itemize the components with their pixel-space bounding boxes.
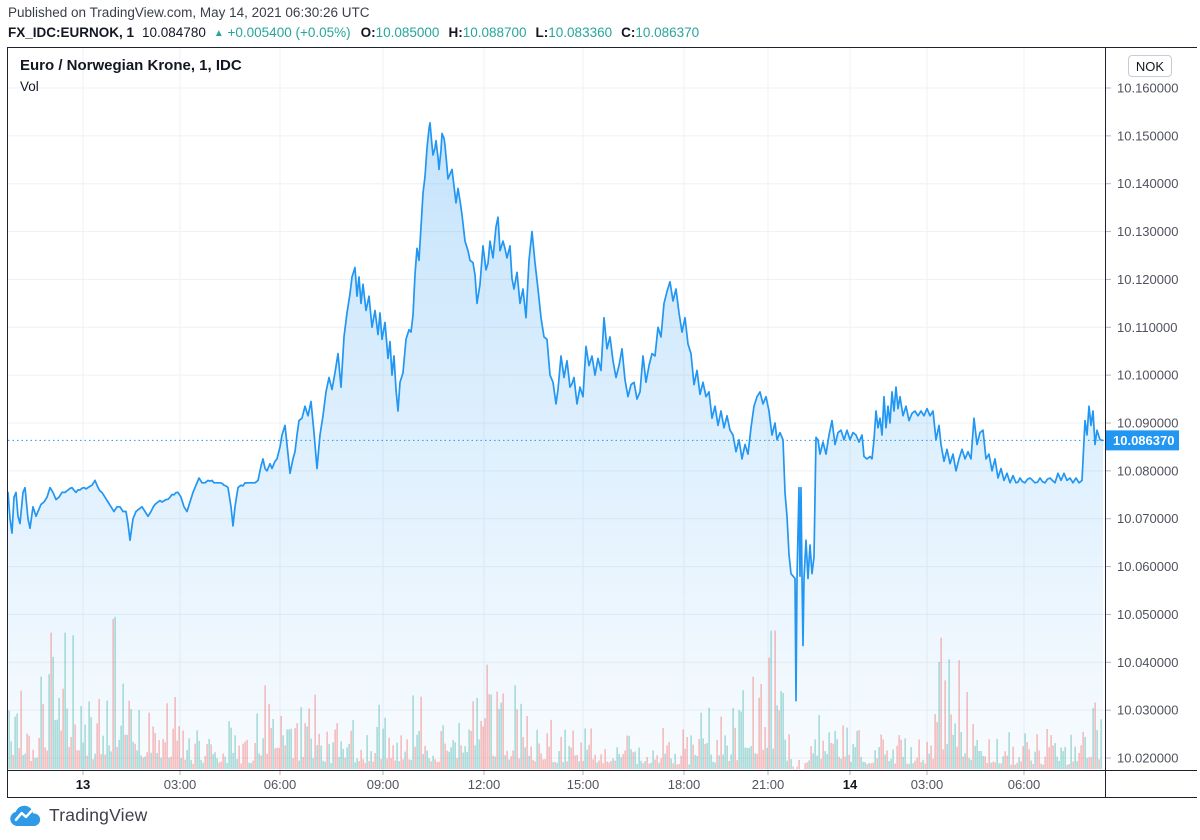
svg-text:18:00: 18:00 xyxy=(668,777,701,792)
svg-text:10.120000: 10.120000 xyxy=(1117,272,1178,287)
svg-text:10.150000: 10.150000 xyxy=(1117,128,1178,143)
chart-legend-volume[interactable]: Vol xyxy=(20,79,39,94)
last-price-badge: 10.086370 xyxy=(1106,430,1179,451)
svg-text:10.030000: 10.030000 xyxy=(1117,703,1178,718)
svg-text:13: 13 xyxy=(76,777,90,792)
svg-text:10.050000: 10.050000 xyxy=(1117,607,1178,622)
time-scale[interactable] xyxy=(8,771,1105,797)
close-value: C:10.086370 xyxy=(621,25,700,40)
svg-text:06:00: 06:00 xyxy=(1008,777,1041,792)
svg-text:10.080000: 10.080000 xyxy=(1117,463,1178,478)
axis-labels: 10.020000 10.030000 10.040000 10.050000 10.0… xyxy=(76,81,1179,793)
low-value: L:10.083360 xyxy=(535,25,613,40)
svg-text:10.130000: 10.130000 xyxy=(1117,224,1178,239)
svg-text:03:00: 03:00 xyxy=(164,777,197,792)
tradingview-brand-text: TradingView xyxy=(49,805,148,825)
open-value: O:10.085000 xyxy=(360,25,440,40)
chart-legend-title[interactable]: Euro / Norwegian Krone, 1, IDC xyxy=(20,57,242,74)
svg-text:10.100000: 10.100000 xyxy=(1117,368,1178,383)
svg-text:10.040000: 10.040000 xyxy=(1117,655,1178,670)
symbol-ohlc-bar: FX_IDC:EURNOK, 1 10.084780 ▲ +0.005400 (+0… xyxy=(8,25,708,40)
svg-text:10.110000: 10.110000 xyxy=(1117,320,1178,335)
up-triangle-icon: ▲ xyxy=(213,28,224,39)
svg-text:21:00: 21:00 xyxy=(752,777,785,792)
change-value: +0.005400 (+0.05%) xyxy=(227,25,351,40)
chart-frame xyxy=(7,47,1197,798)
tradingview-cloud-icon xyxy=(10,805,41,827)
svg-text:10.090000: 10.090000 xyxy=(1117,416,1178,431)
svg-text:15:00: 15:00 xyxy=(567,777,600,792)
published-line: Published on TradingView.com, May 14, 20… xyxy=(8,5,370,20)
currency-toggle-button[interactable]: NOK xyxy=(1128,55,1172,77)
svg-text:10.070000: 10.070000 xyxy=(1117,511,1178,526)
svg-text:12:00: 12:00 xyxy=(468,777,501,792)
price-line-series xyxy=(7,122,1104,702)
svg-text:14: 14 xyxy=(843,777,858,792)
symbol-last-price: 10.084780 xyxy=(142,25,206,40)
svg-text:10.060000: 10.060000 xyxy=(1117,559,1178,574)
svg-text:10.160000: 10.160000 xyxy=(1117,81,1178,96)
svg-text:09:00: 09:00 xyxy=(367,777,400,792)
svg-text:10.020000: 10.020000 xyxy=(1117,751,1178,766)
volume-bars xyxy=(8,616,1102,769)
svg-text:06:00: 06:00 xyxy=(264,777,297,792)
price-area-fill xyxy=(8,122,1103,770)
svg-text:10.140000: 10.140000 xyxy=(1117,176,1178,191)
tradingview-logo[interactable]: TradingView xyxy=(9,804,148,827)
price-change: ▲ +0.005400 (+0.05%) xyxy=(214,25,351,40)
symbol-name: FX_IDC:EURNOK, 1 xyxy=(8,25,135,40)
svg-text:10.086370: 10.086370 xyxy=(1113,433,1174,448)
price-scale[interactable] xyxy=(1106,48,1200,770)
svg-text:03:00: 03:00 xyxy=(911,777,944,792)
high-value: H:10.088700 xyxy=(448,25,527,40)
